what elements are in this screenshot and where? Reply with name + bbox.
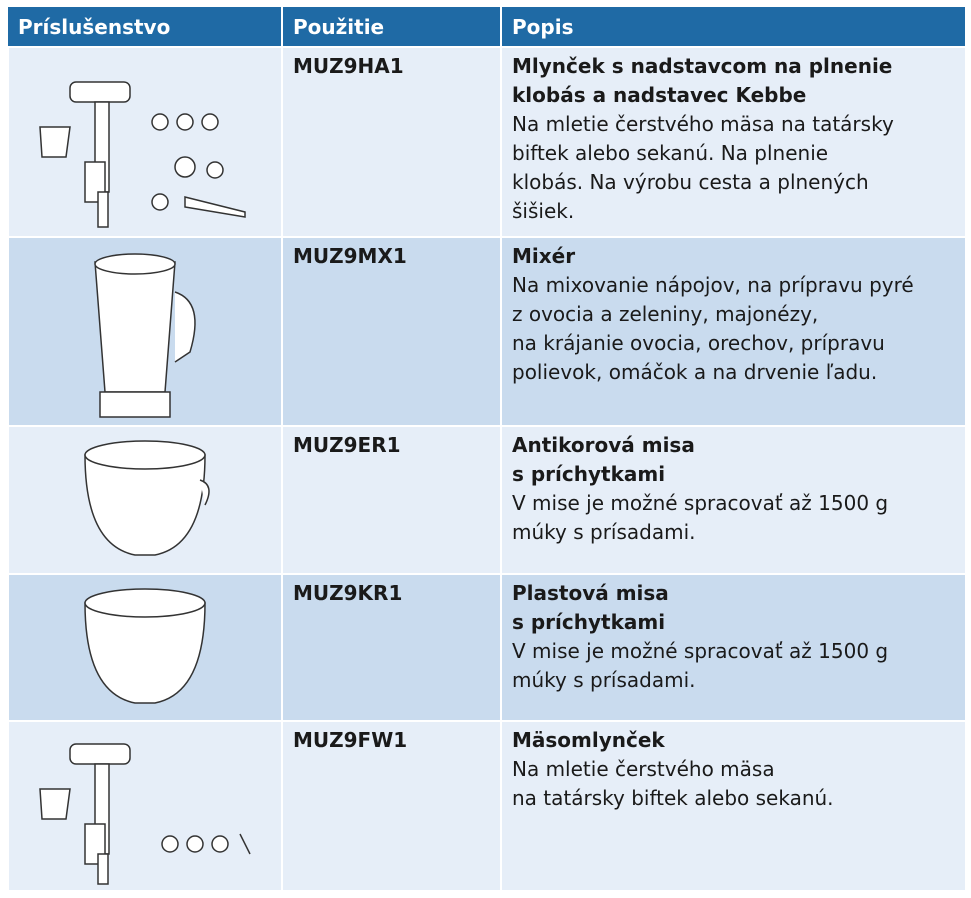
title: Plastová misa <box>512 581 669 605</box>
title: s príchytkami <box>512 610 666 634</box>
title: Mlynček s nadstavcom na plnenie <box>512 54 893 78</box>
text: šišiek. <box>512 199 575 223</box>
title: Mäsomlynček <box>512 728 665 752</box>
description: Antikorová misa s príchytkami V mise je mo… <box>500 425 967 575</box>
title: klobás a nadstavec Kebbe <box>512 83 807 107</box>
description: Mlynček s nadstavcom na plnenie klobás a … <box>500 46 967 238</box>
code: MUZ9KR1 <box>281 573 502 722</box>
text: V mise je možné spracovať až 1500 g <box>512 639 889 663</box>
code: MUZ9MX1 <box>281 236 502 427</box>
code: MUZ9ER1 <box>281 425 502 575</box>
image-cell <box>7 236 283 427</box>
grinder-image <box>39 81 246 228</box>
description: Plastová misa s príchytkami V mise je možn… <box>500 573 967 722</box>
image-cell <box>7 573 283 722</box>
text: z ovocia a zeleniny, majonézy, <box>512 302 819 326</box>
row: MUZ9KR1 Plastová misa s príchytkami V mise… <box>7 573 967 722</box>
text: Na mletie čerstvého mäsa <box>512 757 775 781</box>
title: Mixér <box>512 244 576 268</box>
blender-image <box>94 252 196 418</box>
plastic-bowl-image <box>84 587 206 704</box>
text: Na mletie čerstvého mäsa na tatársky <box>512 112 894 136</box>
text: na tatársky biftek alebo sekanú. <box>512 786 834 810</box>
row: MUZ9ER1 Antikorová misa s príchytkami V mi… <box>7 425 967 575</box>
row: MUZ9HA1 Mlynček s nadstavcom na plnenie k… <box>7 46 967 238</box>
code: MUZ9FW1 <box>281 720 502 892</box>
header-row: Príslušenstvo Použitie Popis <box>8 7 967 47</box>
text: V mise je možné spracovať až 1500 g <box>512 491 889 515</box>
text: polievok, omáčok a na drvenie ľadu. <box>512 360 878 384</box>
header-cell: Použitie <box>282 7 502 47</box>
text: klobás. Na výrobu cesta a plnených <box>512 170 869 194</box>
image-cell <box>7 425 283 575</box>
meat-grinder-image <box>39 742 251 885</box>
text: múky s prísadami. <box>512 520 696 544</box>
row: MUZ9FW1 Mäsomlynček Na mletie čerstvého m… <box>7 720 967 892</box>
text: biftek alebo sekanú. Na plnenie <box>512 141 829 165</box>
title: s príchytkami <box>512 462 666 486</box>
steel-bowl-image <box>84 440 210 556</box>
text: múky s prísadami. <box>512 668 696 692</box>
description: Mixér Na mixovanie nápojov, na prípravu p… <box>500 236 967 427</box>
image-cell <box>7 720 283 892</box>
row: MUZ9MX1 Mixér Na mixovanie nápojov, na pr… <box>7 236 967 427</box>
code: MUZ9HA1 <box>281 46 502 238</box>
header-cell: Príslušenstvo <box>8 7 283 47</box>
description: Mäsomlynček Na mletie čerstvého mäsa na ta… <box>500 720 967 892</box>
title: Antikorová misa <box>512 433 695 457</box>
image-cell <box>7 46 283 238</box>
text: Na mixovanie nápojov, na prípravu pyré <box>512 273 914 297</box>
text: na krájanie ovocia, orechov, prípravu <box>512 331 885 355</box>
accessory-table: Príslušenstvo Použitie Popis MUZ9HA1 Mly… <box>7 7 967 892</box>
header-cell: Popis <box>501 7 967 47</box>
